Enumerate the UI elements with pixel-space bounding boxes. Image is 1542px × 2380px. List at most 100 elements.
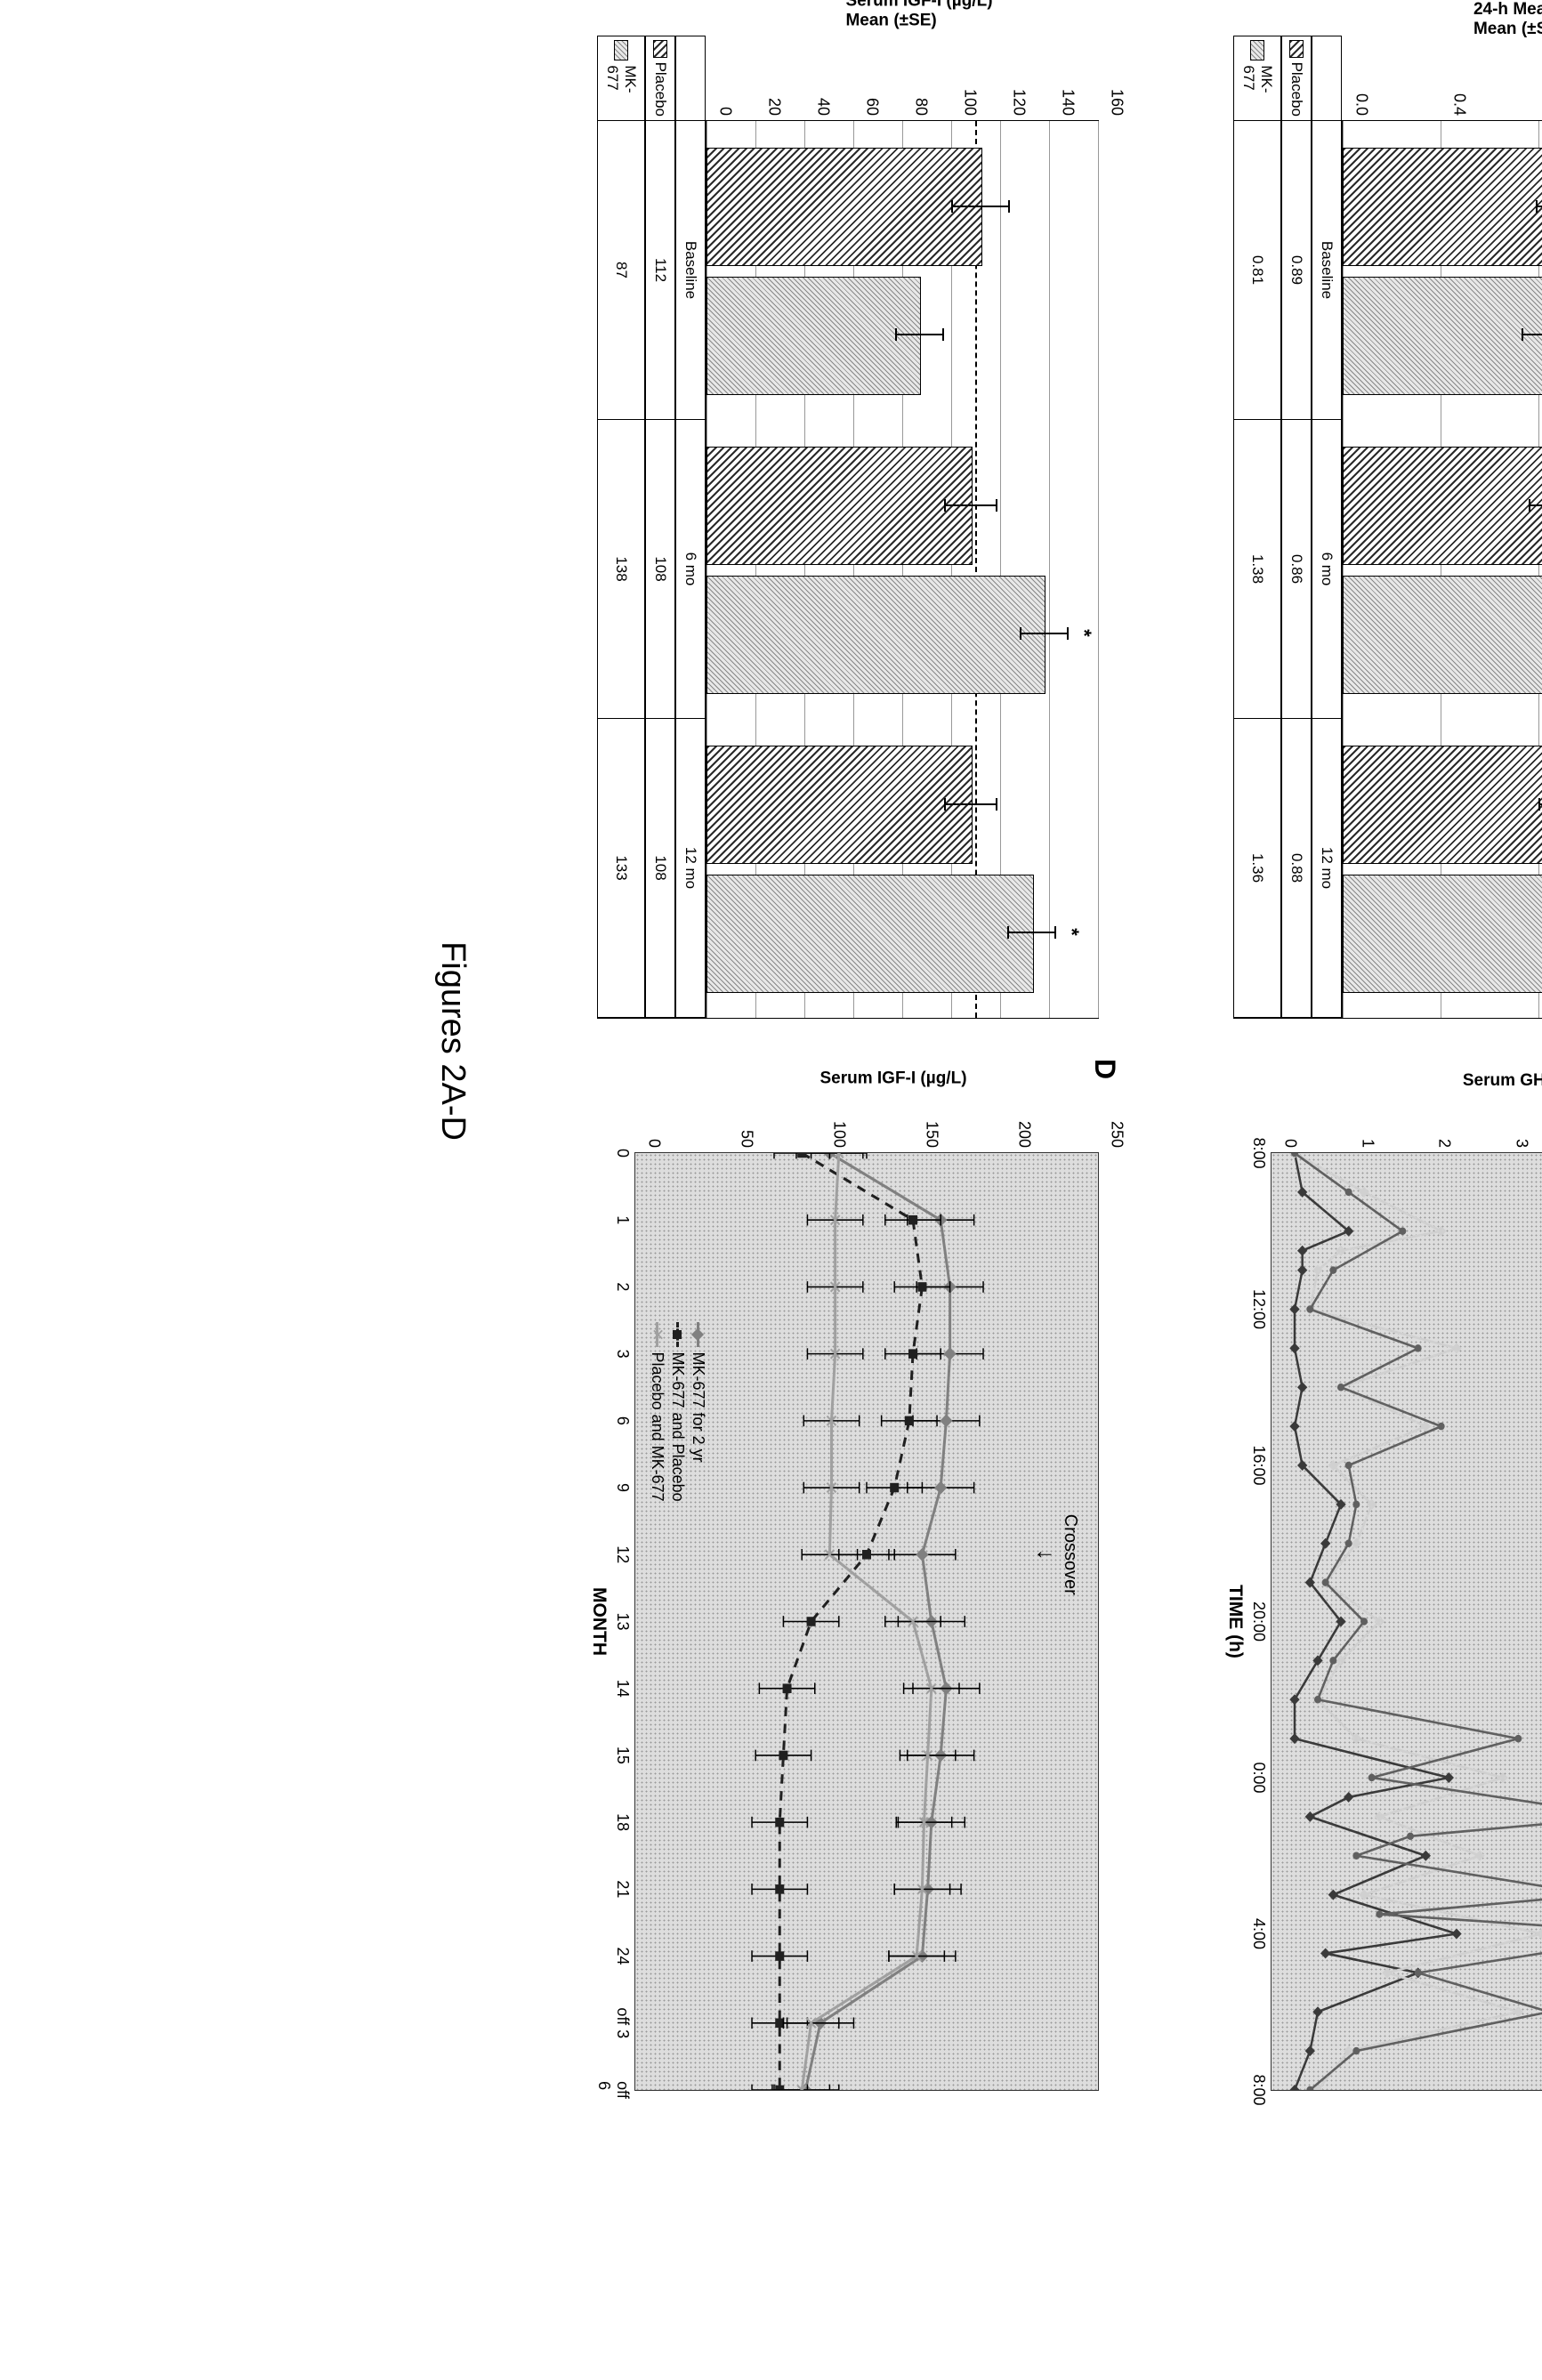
table-cell: 112 [646, 121, 675, 420]
panel-b-xlabel: TIME (h) [1224, 1152, 1246, 2091]
y-tick: 160 [1108, 89, 1126, 121]
bar [706, 277, 921, 395]
y-tick: 200 [1015, 1121, 1034, 1153]
category-label: 12 mo [1312, 719, 1342, 1018]
bar [706, 875, 1034, 993]
x-tick: 20:00 [1249, 1601, 1272, 1642]
table-cell: 0.81 [1234, 121, 1281, 420]
table-cell: 1.38 [1234, 420, 1281, 719]
table-cell: 0.86 [1282, 420, 1312, 719]
category-label: Baseline [1312, 121, 1342, 420]
table-cell: 108 [646, 719, 675, 1018]
y-tick: 40 [814, 98, 833, 121]
table-cell: 108 [646, 420, 675, 719]
series-legend: MK-677 [598, 36, 645, 121]
x-tick: 8:00 [1249, 1137, 1272, 1168]
y-axis-label: Serum IGF-I (µg/L)Mean (±SE) [845, 0, 992, 31]
x-tick: 0:00 [1249, 1762, 1272, 1793]
y-tick: 1 [1358, 1139, 1376, 1153]
panel-d-legend: MK-677 for 2 yrMK-677 and Placebo✕Placeb… [646, 1322, 707, 1502]
panel-d: D Serum IGF-I (µg/L) 0501001502002500123… [507, 1054, 1117, 2109]
x-tick: off 3 [613, 2007, 635, 2038]
y-tick: 0 [1281, 1139, 1300, 1153]
category-label: 6 mo [676, 420, 706, 719]
error-bar [1536, 206, 1542, 207]
bar [706, 447, 973, 565]
panel-b: B Serum GH (µg/L) 01234568:0012:0016:002… [1143, 1054, 1542, 2109]
y-tick: 250 [1108, 1121, 1126, 1153]
error-bar [951, 206, 1010, 207]
table-cell: 0.89 [1282, 121, 1312, 420]
error-bar [1529, 504, 1542, 506]
significance-star: * [1060, 928, 1083, 936]
x-tick: 6 [613, 1416, 635, 1425]
x-tick: 12:00 [1249, 1289, 1272, 1329]
panel-c: C Serum IGF-I (µg/L)Mean (±SE)0204060801… [507, 0, 1117, 1028]
bar [706, 148, 982, 266]
x-tick: 1 [613, 1215, 635, 1224]
panel-b-plot: 01234568:0012:0016:0020:000:004:008:00Me… [1271, 1152, 1542, 2091]
bar [1343, 576, 1542, 694]
error-bar [1522, 334, 1542, 335]
y-tick: 150 [923, 1121, 941, 1153]
error-bar [1020, 633, 1069, 634]
panel-d-ylabel: Serum IGF-I (µg/L) [819, 1069, 966, 1089]
bar [1343, 875, 1542, 993]
plot-area: 020406080100120140160** [706, 120, 1099, 1019]
category-label: 6 mo [1312, 420, 1342, 719]
category-label: Baseline [676, 121, 706, 420]
x-tick: 12 [613, 1545, 635, 1563]
category-label: 12 mo [676, 719, 706, 1018]
y-tick: 60 [863, 98, 882, 121]
x-tick: off 6 [594, 2081, 635, 2099]
x-tick: 21 [613, 1880, 635, 1898]
x-tick: 13 [613, 1612, 635, 1630]
y-tick: 0.0 [1352, 93, 1371, 121]
y-tick: 0.4 [1450, 93, 1469, 121]
bar [1343, 746, 1542, 864]
y-axis-label: 24-h Mean GH (µg/L)Mean (±SE) [1473, 0, 1542, 39]
table-cell: 138 [598, 420, 645, 719]
y-tick: 3 [1513, 1139, 1531, 1153]
significance-star: * [1072, 629, 1095, 637]
bar [706, 746, 973, 864]
figure-caption: Figures 2A-D [433, 0, 472, 2109]
crossover-label: Crossover↓ [1032, 1514, 1080, 1595]
x-tick: 15 [613, 1747, 635, 1764]
x-tick: 0 [613, 1149, 635, 1158]
table-cell: 1.36 [1234, 719, 1281, 1018]
y-tick: 50 [738, 1130, 756, 1153]
series-legend: MK-677 [1234, 36, 1281, 121]
x-tick: 3 [613, 1350, 635, 1359]
y-tick: 100 [830, 1121, 849, 1153]
plot-area: 0.00.40.81.21.6** [1342, 120, 1542, 1019]
y-tick: 0 [716, 107, 735, 121]
x-tick: 16:00 [1249, 1445, 1272, 1485]
bar [706, 576, 1046, 694]
x-tick: 2 [613, 1282, 635, 1291]
x-tick: 9 [613, 1483, 635, 1492]
panel-d-xlabel: MONTH [588, 1152, 610, 2091]
y-tick: 140 [1059, 89, 1078, 121]
series-legend: Placebo [1282, 36, 1312, 121]
table-cell: 133 [598, 719, 645, 1018]
error-bar [944, 504, 998, 506]
x-tick: 8:00 [1249, 2074, 1272, 2105]
y-tick: 100 [961, 89, 980, 121]
error-bar [944, 803, 998, 805]
error-bar [895, 334, 944, 335]
x-tick: 4:00 [1249, 1918, 1272, 1949]
y-tick: 80 [912, 98, 931, 121]
y-tick: 0 [645, 1139, 664, 1153]
error-bar [1007, 932, 1056, 933]
panel-d-plot: 05010015020025001236912131415182124off 3… [634, 1152, 1099, 2091]
table-cell: 87 [598, 121, 645, 420]
bar [1343, 148, 1542, 266]
table-cell: 0.88 [1282, 719, 1312, 1018]
panel-b-ylabel: Serum GH (µg/L) [1463, 1071, 1542, 1091]
x-tick: 18 [613, 1813, 635, 1831]
panel-a: A 24-h Mean GH (µg/L)Mean (±SE)0.00.40.8… [1143, 0, 1542, 1028]
y-tick: 120 [1010, 89, 1029, 121]
x-tick: 14 [613, 1680, 635, 1698]
y-tick: 20 [765, 98, 784, 121]
